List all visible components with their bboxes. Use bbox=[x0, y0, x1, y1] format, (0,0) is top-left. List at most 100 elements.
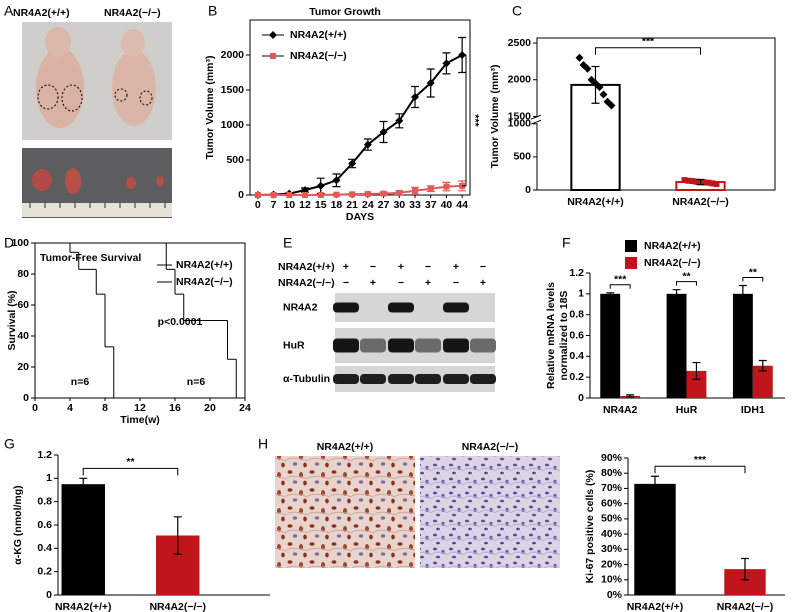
mouse-head bbox=[121, 29, 145, 57]
marker bbox=[427, 185, 434, 192]
significance-label: ** bbox=[682, 270, 691, 282]
annotation: n=6 bbox=[71, 376, 90, 388]
panel-label: G bbox=[4, 436, 15, 452]
lane-sign: − bbox=[343, 277, 349, 289]
blot-band bbox=[415, 338, 441, 353]
plot-frame bbox=[536, 37, 776, 191]
significance-bracket bbox=[676, 281, 697, 286]
error-bar bbox=[173, 516, 182, 555]
x-tick-label: 16 bbox=[169, 402, 181, 414]
y-tick-label: 1 bbox=[46, 472, 52, 484]
panel-label: C bbox=[512, 3, 522, 19]
y-tick-label: 1000 bbox=[508, 118, 532, 130]
legend-label: NR4A2(−/−) bbox=[290, 50, 347, 62]
legend-label: NR4A2(−/−) bbox=[644, 257, 701, 269]
marker bbox=[599, 90, 608, 99]
bar bbox=[752, 365, 773, 398]
bar bbox=[666, 293, 687, 398]
blot-band bbox=[470, 374, 496, 384]
chart-title: Tumor Growth bbox=[309, 6, 381, 18]
x-tick-label: 27 bbox=[378, 199, 390, 211]
tumor bbox=[156, 176, 164, 186]
lane-sign: + bbox=[425, 277, 431, 289]
x-tick-label: 20 bbox=[204, 402, 216, 414]
y-tick-label: 10% bbox=[601, 574, 623, 586]
y-tick-label: 0.8 bbox=[37, 495, 52, 507]
x-axis-label: Time(w) bbox=[120, 414, 159, 426]
y-tick-label: 2000 bbox=[221, 49, 245, 61]
marker bbox=[705, 179, 712, 186]
x-tick-label: NR4A2(+/+) bbox=[627, 601, 684, 612]
panel-label: H bbox=[258, 436, 268, 452]
x-tick-label: 12 bbox=[299, 199, 311, 211]
marker bbox=[286, 192, 293, 198]
x-tick-label: 10 bbox=[283, 199, 295, 211]
y-tick-label: 50% bbox=[601, 513, 623, 525]
tumor-outline bbox=[139, 90, 153, 106]
y-tick-label: 60 bbox=[17, 299, 29, 311]
significance-bracket bbox=[462, 54, 467, 187]
error-bar bbox=[672, 289, 681, 299]
significance-bracket bbox=[609, 284, 631, 289]
panel-label: A bbox=[4, 3, 14, 19]
marker bbox=[333, 191, 340, 198]
legend-label: NR4A2(−/−) bbox=[176, 276, 233, 288]
marker bbox=[443, 183, 450, 190]
tumor bbox=[32, 169, 52, 191]
blot-band bbox=[388, 338, 414, 353]
y-tick-label: 1.2 bbox=[37, 449, 52, 461]
y-axis-label: Ki-67 positive cells (%) bbox=[584, 470, 596, 584]
x-tick-label: NR4A2 bbox=[603, 404, 638, 416]
y-tick-label: 1000 bbox=[221, 119, 245, 131]
lane-sign: − bbox=[480, 261, 486, 273]
marker bbox=[575, 53, 584, 62]
lane-sign: − bbox=[425, 261, 431, 273]
lane-sign: − bbox=[398, 277, 404, 289]
y-tick-label: 0 bbox=[23, 392, 29, 404]
error-bar bbox=[696, 178, 705, 186]
x-axis-label: DAYS bbox=[346, 211, 374, 223]
chart-title: Tumor-Free Survival bbox=[40, 252, 141, 264]
y-axis-label: normalized to 18S bbox=[558, 291, 570, 381]
marker bbox=[270, 192, 277, 198]
y-tick-label: 0.4 bbox=[569, 350, 584, 362]
blot-band-label: HuR bbox=[283, 339, 305, 351]
significance-label: *** bbox=[469, 114, 481, 127]
x-tick-label: IDH1 bbox=[741, 404, 765, 416]
marker bbox=[689, 178, 696, 185]
y-axis-label: Tumor Volume (mm³) bbox=[204, 55, 216, 159]
y-tick-label: 20% bbox=[601, 558, 623, 570]
blot-band bbox=[415, 374, 441, 384]
x-tick-label: 0 bbox=[32, 402, 38, 414]
x-tick-label: 7 bbox=[271, 199, 277, 211]
error-bar bbox=[758, 359, 767, 372]
blot-band bbox=[443, 302, 469, 313]
y-tick-label: 70% bbox=[601, 482, 623, 494]
x-tick-label: 40 bbox=[441, 199, 453, 211]
x-tick-label: 30 bbox=[393, 199, 405, 211]
marker bbox=[693, 178, 700, 185]
y-tick-label: 90% bbox=[601, 452, 623, 464]
marker bbox=[411, 93, 419, 101]
marker bbox=[302, 192, 308, 198]
marker bbox=[270, 53, 276, 59]
error-bar bbox=[741, 557, 749, 581]
panel-label: E bbox=[283, 235, 292, 251]
y-tick-label: 0 bbox=[578, 392, 584, 404]
y-tick-label: 1500 bbox=[221, 84, 245, 96]
bar bbox=[600, 293, 621, 398]
x-tick-label: 4 bbox=[67, 402, 73, 414]
significance-label: *** bbox=[642, 35, 655, 47]
blot-band bbox=[360, 338, 386, 353]
marker bbox=[316, 181, 325, 190]
tumor-outline bbox=[37, 84, 59, 110]
error-bar bbox=[651, 475, 659, 493]
marker bbox=[607, 101, 616, 110]
ihc-image-negative bbox=[420, 456, 560, 568]
bar bbox=[634, 483, 676, 595]
y-axis-label: Survival (%) bbox=[6, 290, 18, 350]
marker bbox=[332, 176, 341, 185]
x-tick-label: 18 bbox=[331, 199, 343, 211]
